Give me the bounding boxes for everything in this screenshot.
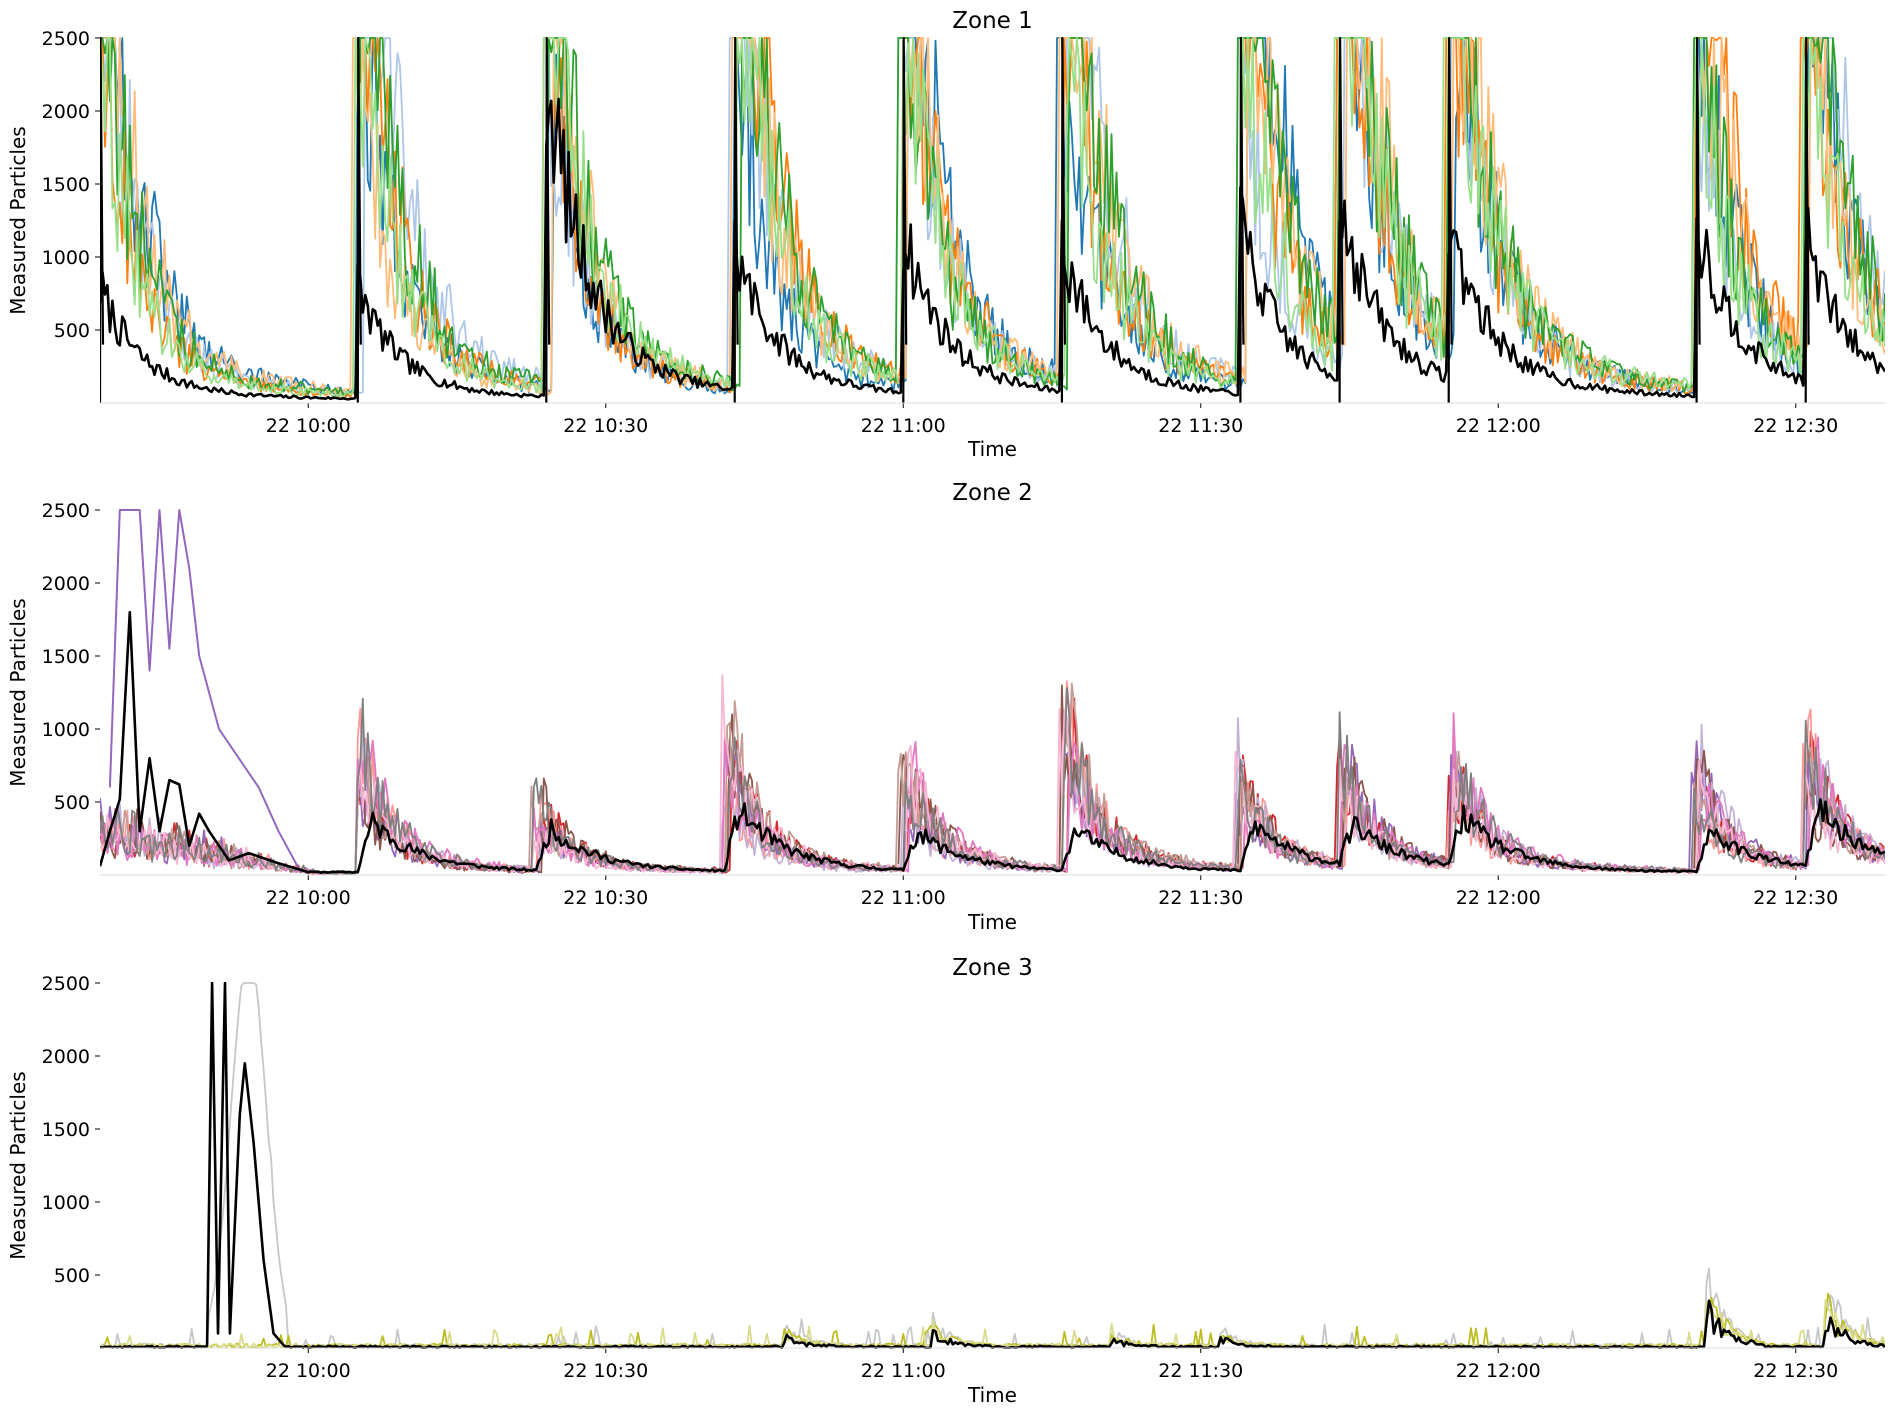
series-group	[100, 982, 1885, 1349]
y-tick-label: 2000	[42, 1046, 90, 1068]
zone1-series-line	[100, 37, 1885, 395]
y-axis-label: Measured Particles	[6, 1071, 30, 1259]
chart-title: Zone 1	[952, 8, 1033, 34]
zone1-series-line	[100, 37, 1885, 399]
x-tick-label: 22 12:00	[1456, 415, 1541, 437]
y-tick-label: 500	[54, 1265, 90, 1287]
zone1-series-line	[100, 37, 1885, 396]
panel-zone-1: Zone 1 Measured Particles Time 500 1000 1500 2…	[6, 8, 1885, 461]
x-tick-label: 22 11:00	[861, 887, 946, 909]
zone3-mean-line	[100, 982, 1885, 1349]
y-tick-label: 2500	[42, 28, 90, 50]
x-tick-label: 22 11:00	[861, 1360, 946, 1382]
x-tick-label: 22 12:00	[1456, 887, 1541, 909]
x-tick-label: 22 11:30	[1158, 887, 1243, 909]
x-tick-label: 22 12:00	[1456, 1360, 1541, 1382]
x-tick-label: 22 11:00	[861, 415, 946, 437]
zone1-mean-spike	[733, 37, 739, 404]
series-group	[100, 37, 1885, 404]
zone1-mean-spike	[1447, 37, 1453, 404]
zone3-series-line	[100, 982, 1885, 1349]
y-axis-label: Measured Particles	[6, 126, 30, 314]
zone1-mean-spike	[545, 37, 551, 404]
x-axis-label: Time	[967, 1383, 1017, 1407]
y-axis-label: Measured Particles	[6, 598, 30, 786]
zone1-mean-spike	[902, 37, 908, 404]
y-tick-label: 2000	[42, 101, 90, 123]
zone1-mean-spike	[1695, 37, 1701, 404]
y-tick-label: 1000	[42, 719, 90, 741]
x-tick-label: 22 12:30	[1753, 415, 1838, 437]
x-tick-label: 22 12:30	[1753, 887, 1838, 909]
x-tick-label: 22 11:30	[1158, 1360, 1243, 1382]
zone1-mean-spike	[1060, 37, 1066, 404]
y-tick-label: 500	[54, 320, 90, 342]
x-tick-label: 22 10:30	[563, 415, 648, 437]
x-axis-label: Time	[967, 437, 1017, 461]
x-tick-label: 22 11:30	[1158, 415, 1243, 437]
zone2-series-line	[100, 682, 1885, 876]
x-axis-label: Time	[967, 910, 1017, 934]
y-tick-label: 2000	[42, 573, 90, 595]
x-tick-label: 22 10:00	[266, 415, 351, 437]
zone1-mean-spike	[1239, 37, 1245, 404]
zone3-series-line	[100, 1299, 1885, 1349]
zone1-mean-spike	[1338, 37, 1344, 404]
chart-title: Zone 2	[952, 480, 1033, 506]
x-tick-label: 22 10:30	[563, 887, 648, 909]
x-tick-label: 22 10:00	[266, 1360, 351, 1382]
y-tick-label: 500	[54, 792, 90, 814]
x-tick-label: 22 10:00	[266, 887, 351, 909]
chart-title: Zone 3	[952, 955, 1033, 981]
y-tick-label: 1500	[42, 1119, 90, 1141]
y-tick-label: 1000	[42, 1192, 90, 1214]
panel-zone-2: Zone 2 Measured Particles Time 500 1000 1500 2…	[6, 480, 1885, 934]
y-tick-label: 1500	[42, 646, 90, 668]
x-tick-label: 22 10:30	[563, 1360, 648, 1382]
y-tick-label: 1500	[42, 174, 90, 196]
zone2-purple-line	[108, 509, 300, 869]
x-tick-label: 22 12:30	[1753, 1360, 1838, 1382]
zone1-mean-spike	[100, 37, 105, 404]
zone1-mean-spike	[356, 37, 362, 404]
y-tick-label: 1000	[42, 247, 90, 269]
series-group	[100, 509, 1885, 876]
zone2-mean-line	[100, 610, 1885, 874]
y-tick-label: 2500	[42, 500, 90, 522]
y-tick-label: 2500	[42, 973, 90, 995]
zone1-mean-spike	[1804, 37, 1810, 404]
zone3-series-line	[100, 1292, 1885, 1349]
panel-zone-3: Zone 3 Measured Particles Time 500 1000 1500 2…	[6, 955, 1885, 1407]
zone1-mean-line	[100, 97, 1885, 401]
